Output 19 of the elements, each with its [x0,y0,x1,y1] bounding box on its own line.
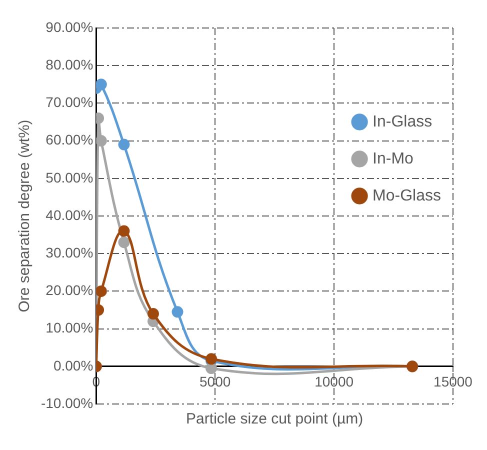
y-tick-label: 60.00% [46,132,94,148]
y-tick-label: 50.00% [46,169,94,186]
y-tick-label: 80.00% [46,56,94,72]
x-tick-label: 5000 [200,374,231,390]
y-tick-label: 20.00% [46,282,94,298]
x-tick-label: 10000 [314,374,354,390]
y-tick-label: 0.00% [53,357,94,374]
y-tick-label: 10.00% [46,320,94,336]
legend-label: In-Glass [372,113,432,130]
x-tick-label: 15000 [434,374,473,390]
y-axis-title: Ore separation degree (wt%) [16,120,34,312]
y-tick-label: 30.00% [46,244,94,260]
y-tick-label: 70.00% [46,94,94,110]
legend-label: In-Mo [372,150,414,168]
y-tick-label: -10.00% [40,394,94,411]
legend-label: Mo-Glass [372,187,441,204]
x-axis-title: Particle size cut point (µm) [186,410,364,428]
y-tick-label: 90.00% [46,18,94,35]
y-tick-label: 40.00% [46,206,94,223]
